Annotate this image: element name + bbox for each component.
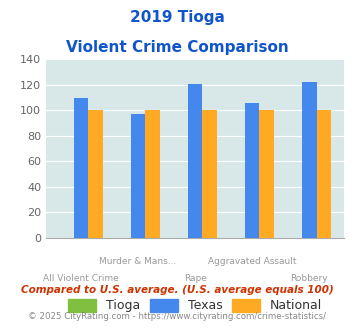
Text: Violent Crime Comparison: Violent Crime Comparison [66,40,289,54]
Bar [260,110,274,238]
Bar [74,98,88,238]
Bar [245,103,260,238]
Bar [188,83,202,238]
Bar [317,110,331,238]
Text: All Violent Crime: All Violent Crime [43,274,119,283]
Text: Murder & Mans...: Murder & Mans... [99,257,177,266]
Text: Aggravated Assault: Aggravated Assault [208,257,296,266]
Bar [88,110,103,238]
Text: Compared to U.S. average. (U.S. average equals 100): Compared to U.S. average. (U.S. average … [21,285,334,295]
Text: © 2025 CityRating.com - https://www.cityrating.com/crime-statistics/: © 2025 CityRating.com - https://www.city… [28,312,327,321]
Bar [302,82,317,238]
Legend: Tioga, Texas, National: Tioga, Texas, National [64,294,327,317]
Bar [145,110,160,238]
Bar [202,110,217,238]
Text: Rape: Rape [184,274,207,283]
Text: Robbery: Robbery [291,274,328,283]
Bar [131,114,145,238]
Text: 2019 Tioga: 2019 Tioga [130,10,225,25]
